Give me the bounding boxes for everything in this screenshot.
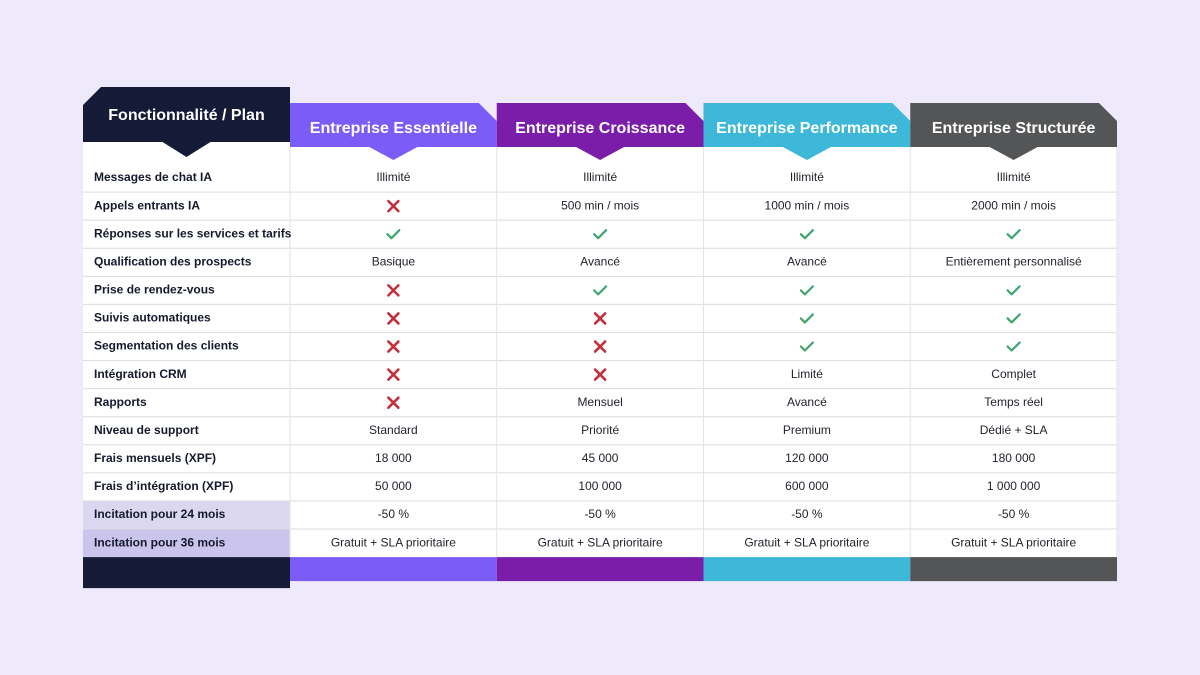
cell-value: 100 000 [578, 479, 622, 493]
cell-value: Standard [369, 423, 418, 437]
cross-icon [387, 340, 400, 353]
cell-value: Gratuit + SLA prioritaire [951, 535, 1076, 549]
feature-name: Segmentation des clients [94, 339, 239, 353]
check-icon [593, 285, 608, 296]
cross-icon [593, 368, 607, 381]
plan-header [496, 103, 704, 160]
check-icon [386, 229, 401, 240]
cell-value: 120 000 [785, 451, 829, 465]
cross-icon [387, 199, 400, 213]
cell-value: Illimité [583, 170, 617, 184]
cell-value: Gratuit + SLA prioritaire [331, 535, 456, 549]
check-icon [1006, 229, 1021, 240]
cell-value: -50 % [791, 507, 823, 521]
cross-icon [387, 368, 400, 381]
plan-footer [910, 557, 1117, 582]
cell-value: 180 000 [992, 451, 1036, 465]
plan-name: Entreprise Croissance [515, 120, 685, 137]
cell-value: Illimité [790, 170, 824, 184]
cell-value: Basique [372, 254, 416, 268]
check-icon [1006, 313, 1021, 324]
cell-value: Entièrement personnalisé [946, 254, 1082, 268]
feature-name: Qualification des prospects [94, 254, 252, 268]
check-icon [799, 229, 814, 240]
cell-value: Illimité [376, 170, 410, 184]
feature-name: Messages de chat IA [94, 170, 212, 184]
cell-value: Avancé [580, 254, 620, 268]
cross-icon [387, 396, 400, 409]
cell-value: -50 % [378, 507, 410, 521]
plan-name: Entreprise Essentielle [310, 120, 477, 137]
check-icon [593, 229, 608, 240]
feature-header [83, 87, 290, 157]
cell-value: Limité [791, 367, 823, 381]
cross-icon [593, 312, 607, 325]
cell-value: Gratuit + SLA prioritaire [538, 535, 663, 549]
feature-footer [83, 557, 290, 589]
feature-name: Incitation pour 36 mois [94, 535, 226, 549]
feature-name: Incitation pour 24 mois [94, 507, 226, 521]
cell-value: Complet [991, 367, 1036, 381]
cell-value: Mensuel [577, 395, 622, 409]
table-body [83, 142, 1117, 557]
cross-icon [593, 340, 607, 353]
cell-value: Premium [783, 423, 831, 437]
plan-footer [496, 557, 704, 582]
feature-name: Réponses sur les services et tarifs [94, 226, 292, 240]
feature-name: Niveau de support [94, 423, 199, 437]
feature-name: Suivis automatiques [94, 311, 211, 325]
cell-value: Avancé [787, 395, 827, 409]
cell-value: Avancé [787, 254, 827, 268]
plan-name: Entreprise Structurée [932, 120, 1096, 137]
cell-value: 18 000 [375, 451, 412, 465]
cell-value: 50 000 [375, 479, 412, 493]
cell-value: Dédié + SLA [980, 423, 1048, 437]
plan-footer [703, 557, 911, 582]
check-icon [799, 313, 814, 324]
cell-value: Priorité [581, 423, 619, 437]
plan-header [290, 103, 497, 160]
check-icon [1006, 285, 1021, 296]
feature-name: Appels entrants IA [94, 198, 200, 212]
feature-name: Rapports [94, 395, 147, 409]
cell-value: -50 % [998, 507, 1030, 521]
cross-icon [387, 284, 400, 297]
cell-value: Temps réel [984, 395, 1043, 409]
feature-name: Intégration CRM [94, 367, 187, 381]
check-icon [799, 341, 814, 352]
check-icon [1006, 341, 1021, 352]
cell-value: 1000 min / mois [765, 198, 850, 212]
feature-highlight [83, 500, 290, 530]
feature-name: Prise de rendez-vous [94, 283, 215, 297]
cross-icon [387, 312, 400, 325]
feature-header-label: Fonctionnalité / Plan [108, 107, 264, 124]
plan-footer [290, 557, 497, 582]
cell-value: Illimité [997, 170, 1031, 184]
plan-header [910, 103, 1117, 160]
feature-name: Frais d’intégration (XPF) [94, 479, 233, 493]
cell-value: 1 000 000 [987, 479, 1041, 493]
check-icon [799, 285, 814, 296]
cell-value: 500 min / mois [561, 198, 639, 212]
cell-value: Gratuit + SLA prioritaire [744, 535, 869, 549]
feature-highlight [83, 529, 290, 558]
plan-name: Entreprise Performance [716, 120, 898, 137]
cell-value: 600 000 [785, 479, 829, 493]
cell-value: -50 % [584, 507, 616, 521]
feature-name: Frais mensuels (XPF) [94, 451, 216, 465]
cell-value: 45 000 [582, 451, 619, 465]
plan-header [703, 103, 911, 160]
cell-value: 2000 min / mois [971, 198, 1056, 212]
